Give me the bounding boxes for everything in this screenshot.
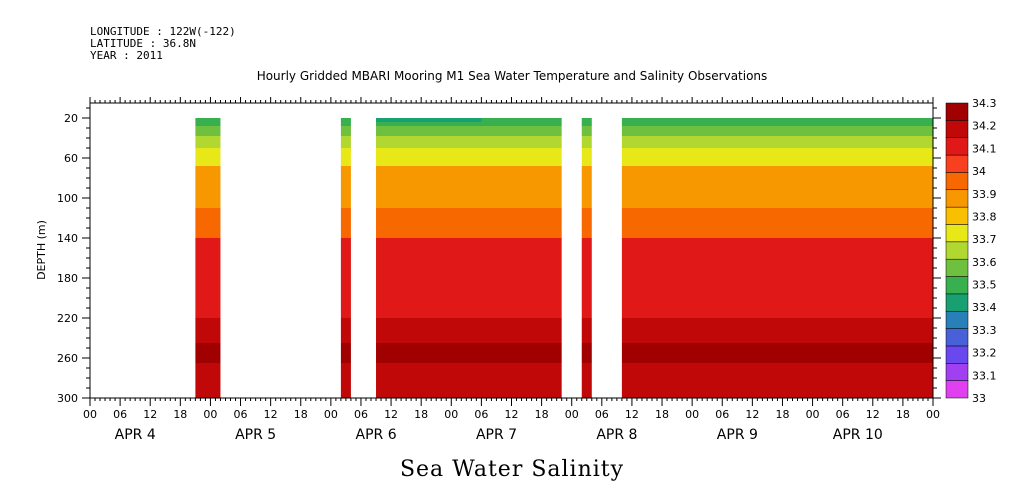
surface-low-salinity bbox=[376, 118, 482, 122]
y-tick-label: 140 bbox=[57, 232, 78, 245]
x-tick-label: 12 bbox=[745, 408, 759, 421]
x-day-label: APR 4 bbox=[115, 427, 156, 443]
salinity-layer-8 bbox=[195, 343, 933, 363]
y-tick-label: 220 bbox=[57, 312, 78, 325]
y-axis: 20 60 100 140 180 220 260 300 bbox=[57, 107, 941, 405]
colorbar-label: 33.3 bbox=[972, 324, 997, 337]
colorbar-label: 33.5 bbox=[972, 279, 997, 292]
x-tick-label: 18 bbox=[173, 408, 187, 421]
salinity-layer-4 bbox=[195, 166, 933, 208]
x-tick-label: 00 bbox=[203, 408, 217, 421]
colorbar-swatch bbox=[945, 224, 969, 243]
x-day-label: APR 8 bbox=[596, 427, 637, 443]
colorbar-swatch bbox=[945, 328, 969, 347]
colorbar-swatch bbox=[945, 380, 969, 399]
latitude-label: LATITUDE : 36.8N bbox=[90, 37, 196, 50]
colorbar-label: 33.7 bbox=[972, 233, 997, 246]
colorbar-swatch bbox=[945, 241, 969, 260]
year-label: YEAR : 2011 bbox=[90, 49, 163, 62]
colorbar-label: 33.2 bbox=[972, 347, 997, 360]
salinity-layer-5 bbox=[195, 208, 933, 238]
colorbar-swatch bbox=[945, 154, 969, 173]
y-tick-label: 100 bbox=[57, 192, 78, 205]
x-tick-label: 18 bbox=[535, 408, 549, 421]
salinity-layer-9 bbox=[195, 363, 933, 383]
colorbar-swatch bbox=[945, 258, 969, 277]
x-tick-label: 00 bbox=[565, 408, 579, 421]
x-tick-label: 00 bbox=[83, 408, 97, 421]
y-tick-label: 300 bbox=[57, 392, 78, 405]
x-tick-label: 00 bbox=[324, 408, 338, 421]
colorbar-swatch bbox=[945, 345, 969, 364]
x-day-label: APR 7 bbox=[476, 427, 517, 443]
plot-area: 00 06 12 18 00 06 12 18 00 06 12 18 00 06 12 18 00 06 12 18… bbox=[57, 97, 941, 443]
y-tick-label: 60 bbox=[64, 152, 78, 165]
colorbar-label: 34.3 bbox=[972, 97, 997, 110]
colorbar-swatch bbox=[945, 137, 969, 156]
x-tick-label: 12 bbox=[505, 408, 519, 421]
x-tick-label: 18 bbox=[775, 408, 789, 421]
x-tick-label: 00 bbox=[806, 408, 820, 421]
colorbar-label: 33.9 bbox=[972, 188, 997, 201]
longitude-label: LONGITUDE : 122W(-122) bbox=[90, 25, 236, 38]
chart-title: Hourly Gridded MBARI Mooring M1 Sea Wate… bbox=[257, 69, 768, 83]
colorbar: 33 33.1 33.2 33.3 33.4 33.5 33.6 33.7 33.8 33.9 34… bbox=[945, 97, 997, 405]
salinity-layer-7 bbox=[195, 318, 933, 343]
x-tick-label: 06 bbox=[595, 408, 609, 421]
x-tick-label: 12 bbox=[625, 408, 639, 421]
colorbar-swatch bbox=[945, 189, 969, 208]
x-day-label: APR 5 bbox=[235, 427, 276, 443]
x-tick-label: 00 bbox=[926, 408, 940, 421]
salinity-layer-3 bbox=[195, 148, 933, 166]
colorbar-swatch bbox=[945, 102, 969, 121]
x-tick-label: 12 bbox=[143, 408, 157, 421]
x-tick-label: 06 bbox=[354, 408, 368, 421]
x-axis: 00 06 12 18 00 06 12 18 00 06 12 18 00 06 12 18 00 06 12 18… bbox=[83, 97, 940, 443]
colorbar-swatch bbox=[945, 276, 969, 295]
x-tick-label: 12 bbox=[866, 408, 880, 421]
salinity-layer-0 bbox=[195, 118, 933, 126]
x-tick-label: 06 bbox=[234, 408, 248, 421]
x-tick-label: 00 bbox=[444, 408, 458, 421]
y-tick-label: 180 bbox=[57, 272, 78, 285]
salinity-layer-1 bbox=[195, 126, 933, 136]
colorbar-label: 33.8 bbox=[972, 210, 997, 223]
colorbar-label: 33.4 bbox=[972, 301, 997, 314]
x-day-label: APR 10 bbox=[833, 427, 883, 443]
colorbar-swatch bbox=[945, 310, 969, 329]
y-axis-label: DEPTH (m) bbox=[35, 220, 48, 280]
colorbar-label: 33 bbox=[972, 392, 986, 405]
colorbar-swatch bbox=[945, 172, 969, 191]
chart-footer-title: Sea Water Salinity bbox=[400, 457, 624, 482]
x-tick-label: 06 bbox=[836, 408, 850, 421]
x-tick-label: 18 bbox=[294, 408, 308, 421]
colorbar-label: 33.1 bbox=[972, 369, 997, 382]
colorbar-swatch bbox=[945, 120, 969, 138]
x-day-label: APR 6 bbox=[356, 427, 397, 443]
salinity-field bbox=[195, 118, 933, 398]
colorbar-swatch bbox=[945, 206, 969, 225]
colorbar-label: 33.6 bbox=[972, 256, 997, 269]
colorbar-label: 34.1 bbox=[972, 142, 997, 155]
x-tick-label: 06 bbox=[715, 408, 729, 421]
colorbar-label: 34.2 bbox=[972, 120, 997, 133]
y-tick-label: 20 bbox=[64, 112, 78, 125]
x-tick-label: 18 bbox=[655, 408, 669, 421]
y-tick-label: 260 bbox=[57, 352, 78, 365]
colorbar-swatch bbox=[945, 363, 969, 381]
salinity-layer-6 bbox=[195, 238, 933, 318]
x-tick-label: 12 bbox=[264, 408, 278, 421]
x-tick-label: 12 bbox=[384, 408, 398, 421]
colorbar-label: 34 bbox=[972, 165, 986, 178]
salinity-layer-2 bbox=[195, 136, 933, 148]
salinity-layer-10 bbox=[195, 383, 933, 398]
x-tick-label: 06 bbox=[474, 408, 488, 421]
x-tick-label: 18 bbox=[414, 408, 428, 421]
x-tick-label: 00 bbox=[685, 408, 699, 421]
colorbar-swatch bbox=[945, 293, 969, 312]
x-tick-label: 06 bbox=[113, 408, 127, 421]
x-day-label: APR 9 bbox=[717, 427, 758, 443]
x-tick-label: 18 bbox=[896, 408, 910, 421]
